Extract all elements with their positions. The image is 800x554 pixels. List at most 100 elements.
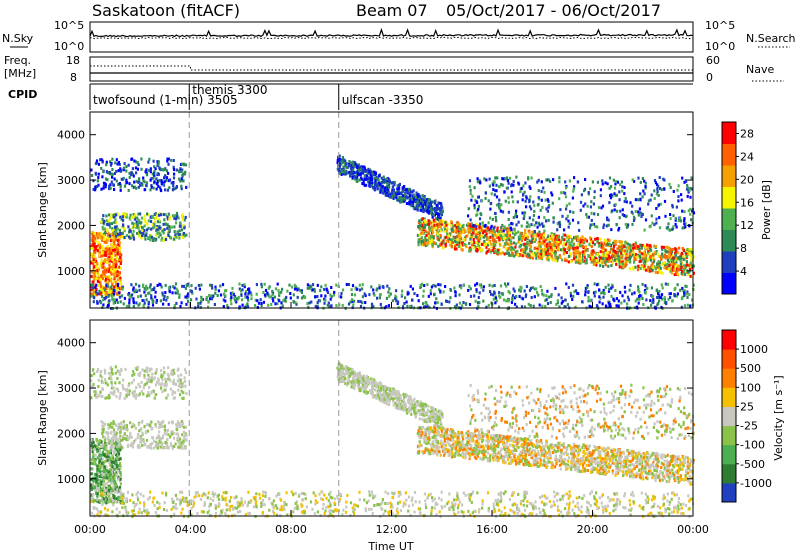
data-cell bbox=[673, 264, 676, 268]
data-cell bbox=[247, 298, 250, 302]
data-cell bbox=[609, 194, 612, 197]
data-cell bbox=[114, 218, 117, 222]
data-cell bbox=[683, 217, 686, 221]
data-cell bbox=[692, 211, 696, 215]
data-cell bbox=[593, 255, 596, 259]
data-cell bbox=[278, 293, 281, 297]
data-cell bbox=[624, 222, 627, 226]
data-cell bbox=[561, 214, 564, 218]
data-cell bbox=[518, 288, 521, 292]
data-cell bbox=[180, 177, 183, 181]
data-cell bbox=[431, 243, 434, 246]
data-cell bbox=[154, 290, 157, 294]
data-cell bbox=[581, 245, 584, 248]
data-cell bbox=[620, 180, 623, 184]
data-cell bbox=[115, 253, 118, 256]
data-cell bbox=[658, 187, 662, 190]
data-cell bbox=[468, 185, 471, 189]
data-cell bbox=[276, 302, 279, 306]
data-cell bbox=[119, 246, 122, 250]
data-cell bbox=[234, 298, 237, 302]
data-cell bbox=[183, 234, 186, 238]
data-cell bbox=[107, 496, 110, 500]
data-cell bbox=[623, 192, 626, 196]
data-cell bbox=[572, 294, 575, 298]
data-cell bbox=[166, 226, 169, 230]
data-cell bbox=[617, 299, 620, 303]
data-cell bbox=[109, 451, 113, 455]
data-cell bbox=[158, 179, 161, 182]
data-cell bbox=[341, 156, 344, 159]
data-cell bbox=[111, 243, 114, 247]
data-cell bbox=[96, 464, 99, 468]
data-cell bbox=[458, 227, 461, 231]
data-cell bbox=[122, 218, 125, 222]
data-cell bbox=[570, 246, 573, 250]
data-cell bbox=[90, 168, 93, 172]
data-cell bbox=[457, 222, 461, 226]
data-cell bbox=[652, 298, 655, 302]
data-cell bbox=[197, 301, 200, 305]
data-cell bbox=[653, 258, 656, 262]
data-cell bbox=[677, 267, 680, 271]
data-cell bbox=[190, 289, 193, 293]
data-cell bbox=[290, 285, 294, 289]
data-cell bbox=[90, 261, 93, 265]
data-cell bbox=[528, 205, 532, 209]
data-cell bbox=[653, 197, 656, 200]
data-cell bbox=[524, 295, 527, 299]
data-cell bbox=[676, 188, 679, 192]
data-cell bbox=[552, 216, 555, 220]
data-cell bbox=[115, 234, 118, 238]
data-cell bbox=[246, 305, 250, 309]
data-cell bbox=[317, 299, 320, 303]
data-cell bbox=[148, 168, 151, 172]
data-cell bbox=[147, 226, 150, 230]
data-cell bbox=[654, 270, 657, 274]
data-cell bbox=[397, 198, 400, 202]
data-cell bbox=[416, 202, 419, 206]
data-cell bbox=[170, 181, 173, 185]
data-cell bbox=[488, 248, 491, 252]
data-cell bbox=[564, 257, 567, 261]
nsky-frame bbox=[89, 21, 694, 53]
data-cell bbox=[306, 302, 309, 306]
data-cell bbox=[661, 286, 664, 290]
data-cell bbox=[320, 294, 323, 298]
data-cell bbox=[149, 238, 152, 242]
data-cell bbox=[380, 180, 384, 184]
data-cell bbox=[649, 198, 652, 202]
data-cell bbox=[654, 181, 657, 185]
data-cell bbox=[483, 177, 486, 181]
data-cell bbox=[181, 215, 184, 219]
data-cell bbox=[627, 223, 630, 227]
data-cell bbox=[607, 301, 611, 305]
data-cell bbox=[108, 219, 111, 223]
data-cell bbox=[440, 220, 443, 224]
data-cell bbox=[124, 213, 127, 217]
freq-frame bbox=[89, 56, 694, 82]
data-cell bbox=[355, 179, 358, 183]
data-cell bbox=[681, 256, 684, 260]
data-cell bbox=[619, 251, 623, 255]
data-cell bbox=[645, 298, 648, 302]
data-cell bbox=[158, 231, 161, 235]
data-cell bbox=[478, 217, 482, 221]
data-cell bbox=[101, 263, 104, 267]
data-cell bbox=[454, 245, 457, 249]
data-cell bbox=[109, 289, 112, 293]
data-cell bbox=[440, 223, 443, 226]
data-cell bbox=[611, 253, 614, 257]
data-cell bbox=[131, 233, 135, 237]
data-cell bbox=[147, 291, 150, 295]
data-cell bbox=[665, 250, 668, 254]
data-cell bbox=[573, 290, 576, 294]
data-cell bbox=[405, 202, 409, 205]
data-cell bbox=[608, 186, 611, 190]
data-cell bbox=[264, 288, 268, 292]
data-cell bbox=[162, 297, 165, 301]
data-cell bbox=[637, 285, 640, 289]
data-cell bbox=[90, 294, 93, 298]
data-cell bbox=[641, 177, 644, 180]
